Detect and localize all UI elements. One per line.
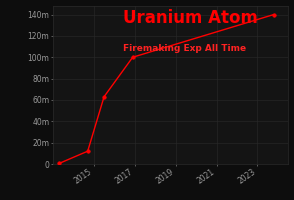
Text: Firemaking Exp All Time: Firemaking Exp All Time <box>123 44 247 53</box>
Text: Uranium Atom: Uranium Atom <box>123 9 258 27</box>
